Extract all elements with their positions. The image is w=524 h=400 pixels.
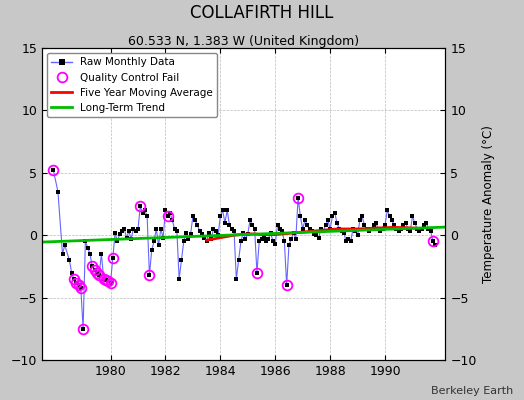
Text: Berkeley Earth: Berkeley Earth bbox=[431, 386, 514, 396]
Legend: Raw Monthly Data, Quality Control Fail, Five Year Moving Average, Long-Term Tren: Raw Monthly Data, Quality Control Fail, … bbox=[47, 53, 217, 117]
Title: 60.533 N, 1.383 W (United Kingdom): 60.533 N, 1.383 W (United Kingdom) bbox=[128, 35, 359, 48]
Y-axis label: Temperature Anomaly (°C): Temperature Anomaly (°C) bbox=[482, 125, 495, 283]
Text: COLLAFIRTH HILL: COLLAFIRTH HILL bbox=[190, 4, 334, 22]
